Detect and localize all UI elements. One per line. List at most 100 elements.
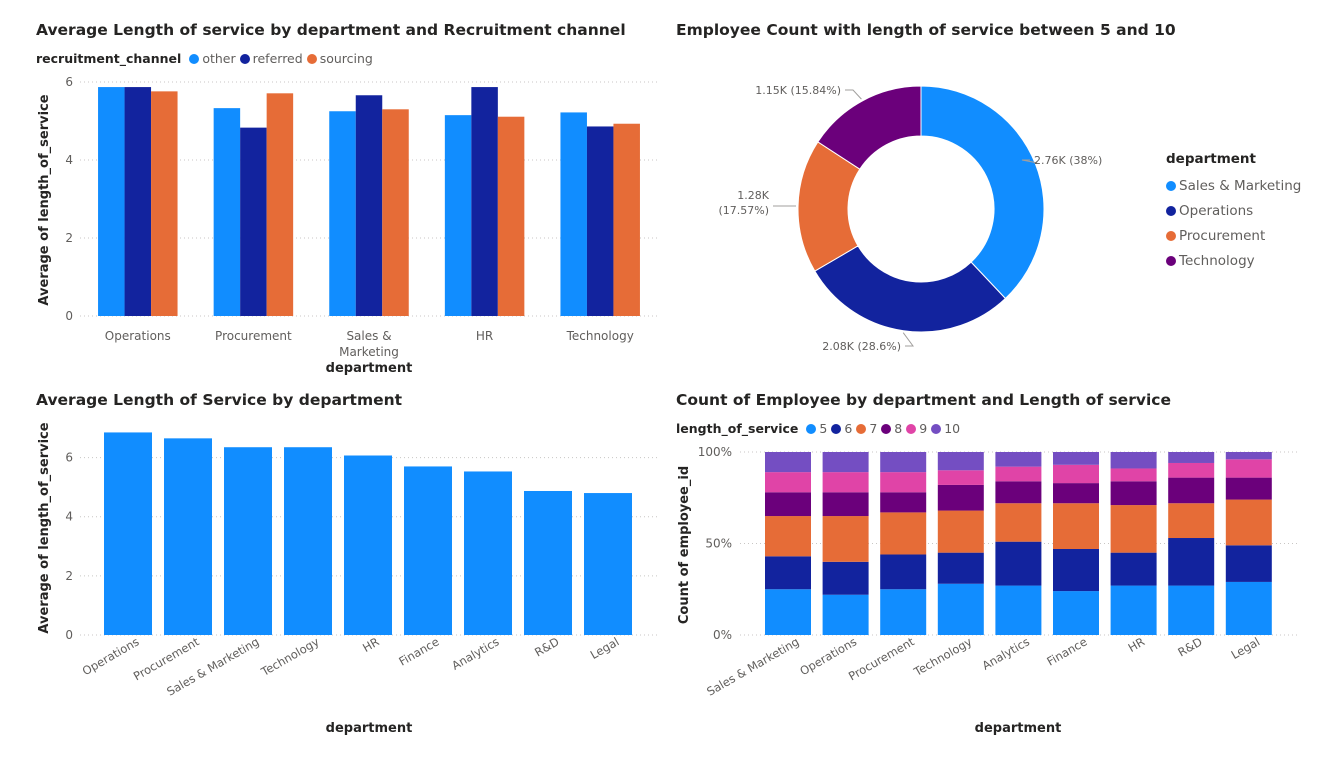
- legend-item-6[interactable]: 6: [831, 421, 852, 436]
- chart-title: Average Length of Service by department: [36, 391, 403, 409]
- bar-referred-technology: [586, 126, 614, 317]
- x-tick-label: Technology: [911, 634, 975, 679]
- chart-legend: recruitment_channel other referred sourc…: [36, 51, 377, 66]
- legend-label: referred: [252, 51, 303, 66]
- y-tick-label: 4: [65, 510, 73, 524]
- segment-8-technology: [937, 484, 984, 511]
- bar-sourcing-hr: [497, 116, 525, 317]
- legend-item-8[interactable]: 8: [881, 421, 902, 436]
- bar-technology: [284, 447, 332, 635]
- chart-title: Employee Count with length of service be…: [676, 21, 1176, 39]
- legend-item-operations[interactable]: Operations: [1166, 198, 1301, 223]
- x-tick-label: Finance: [396, 634, 441, 668]
- chart-title: Count of Employee by department and Leng…: [676, 391, 1171, 409]
- legend-item-technology[interactable]: Technology: [1166, 248, 1301, 273]
- legend-label: 9: [919, 421, 928, 436]
- legend-label: Sales & Marketing: [1179, 177, 1302, 194]
- bar-operations: [104, 432, 152, 635]
- data-label: 2.08K (28.6%): [822, 340, 901, 353]
- bar-other-operations: [98, 87, 125, 316]
- data-label: 1.15K (15.84%): [755, 84, 841, 97]
- slice-sales-marketing: [920, 85, 1045, 300]
- bar-sourcing-operations: [151, 91, 178, 316]
- leader-line: [845, 89, 862, 100]
- legend-item-5[interactable]: 5: [806, 421, 827, 436]
- segment-7-technology: [937, 510, 984, 553]
- chart-legend: department Sales & Marketing Operations …: [1166, 151, 1301, 273]
- legend-label: Technology: [1179, 252, 1255, 269]
- segment-6-r-d: [1168, 538, 1215, 586]
- y-tick-label: 6: [65, 75, 73, 89]
- bar-referred-operations: [124, 87, 152, 316]
- bar-procurement: [164, 438, 212, 635]
- legend-swatch: [1166, 205, 1176, 216]
- bar-sourcing-sales-marketing: [382, 109, 409, 316]
- legend-swatch: [831, 423, 842, 434]
- segment-9-r-d: [1168, 462, 1215, 478]
- chart-avg-by-dept: Average Length of Service by department …: [0, 380, 660, 763]
- segment-8-analytics: [995, 481, 1042, 504]
- bar-other-hr: [444, 115, 472, 317]
- legend-item-other[interactable]: other: [189, 51, 236, 66]
- segment-7-analytics: [995, 503, 1042, 542]
- bar-other-procurement: [213, 108, 241, 316]
- bar-other-technology: [560, 112, 587, 316]
- x-tick-label: Procurement: [846, 634, 917, 683]
- legend-item-sales-marketing[interactable]: Sales & Marketing: [1166, 173, 1301, 198]
- y-tick-label: 2: [65, 231, 73, 245]
- x-tick-label: Procurement: [215, 329, 292, 343]
- bar-sourcing-technology: [613, 123, 640, 316]
- legend-item-7[interactable]: 7: [856, 421, 877, 436]
- y-tick-label: 0%: [713, 628, 732, 642]
- legend-swatch: [1166, 180, 1176, 191]
- segment-10-sales-marketing: [765, 452, 811, 473]
- segment-7-operations: [822, 516, 869, 562]
- segment-7-hr: [1110, 505, 1157, 553]
- data-label: 2.76K (38%): [1034, 154, 1102, 167]
- segment-9-operations: [822, 472, 869, 493]
- segment-10-hr: [1110, 452, 1157, 469]
- segment-8-procurement: [880, 492, 927, 513]
- legend-label: 8: [894, 421, 903, 436]
- segment-9-sales-marketing: [765, 472, 811, 493]
- chart-legend: length_of_service 5 6 7 8 9 10: [676, 421, 964, 436]
- legend-item-referred[interactable]: referred: [239, 51, 303, 66]
- legend-title: recruitment_channel: [36, 51, 182, 66]
- legend-item-10[interactable]: 10: [931, 421, 960, 436]
- y-tick-label: 4: [65, 153, 73, 167]
- segment-5-r-d: [1168, 585, 1215, 635]
- bar-hr: [344, 455, 392, 635]
- segment-5-finance: [1053, 591, 1099, 635]
- chart-title: Average Length of service by department …: [36, 21, 626, 39]
- y-tick-label: 0: [65, 309, 73, 323]
- legend-label: 7: [869, 421, 878, 436]
- segment-5-technology: [937, 583, 984, 635]
- chart-plot: 0 2 4 6 Operations Procurement Sales & Marketin…: [37, 75, 658, 376]
- legend-item-procurement[interactable]: Procurement: [1166, 223, 1301, 248]
- segment-8-sales-marketing: [765, 492, 811, 517]
- y-axis-title: Average of length_of_service: [37, 94, 52, 305]
- segment-10-r-d: [1168, 452, 1215, 463]
- x-tick-label: Sales &: [346, 329, 391, 343]
- legend-swatch: [239, 53, 250, 64]
- segment-6-operations: [822, 561, 869, 595]
- legend-title: department: [1166, 151, 1256, 167]
- x-tick-label: HR: [1126, 634, 1147, 654]
- data-label: 1.28K: [737, 189, 769, 202]
- segment-5-legal: [1225, 581, 1272, 635]
- x-tick-label: Legal: [1229, 634, 1263, 662]
- segment-6-legal: [1225, 545, 1272, 582]
- legend-swatch: [931, 423, 942, 434]
- chart-plot: 0%50%100%Sales & MarketingOperationsProc…: [677, 445, 1300, 736]
- x-tick-label: HR: [476, 329, 493, 343]
- segment-7-procurement: [880, 512, 927, 555]
- segment-9-hr: [1110, 468, 1157, 482]
- segment-8-finance: [1053, 483, 1099, 504]
- legend-item-9[interactable]: 9: [906, 421, 927, 436]
- y-axis-title: Average of length_of_service: [37, 422, 52, 633]
- segment-10-legal: [1225, 452, 1272, 460]
- bar-other-sales-marketing: [329, 111, 356, 316]
- legend-item-sourcing[interactable]: sourcing: [306, 51, 373, 66]
- segment-8-r-d: [1168, 477, 1215, 504]
- bar-referred-hr: [471, 87, 498, 316]
